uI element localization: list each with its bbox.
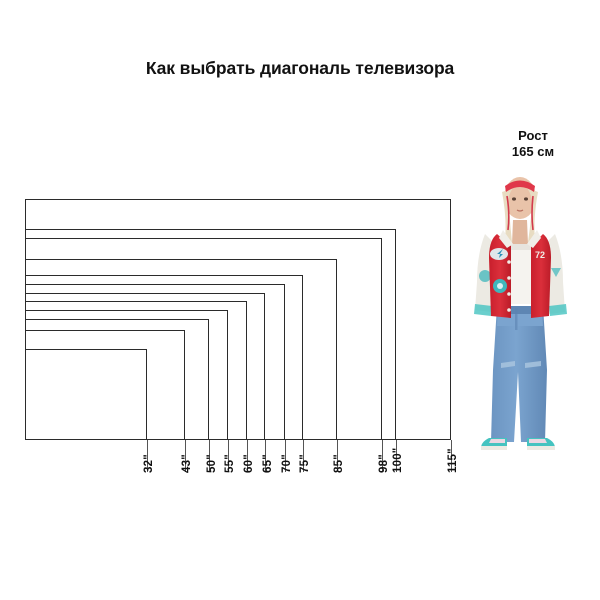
- size-label-115: 115": [447, 448, 459, 473]
- tick-line-43: [184, 440, 186, 472]
- size-label-65: 65": [261, 454, 274, 473]
- tick-line-100: [395, 440, 397, 472]
- tick-line-32: [146, 440, 148, 472]
- size-label-100: 100": [392, 447, 404, 473]
- person-illustration: 72: [455, 158, 585, 450]
- tick-line-75: [302, 440, 304, 472]
- size-label-43: 43": [181, 454, 193, 473]
- size-label-32: 32": [143, 454, 155, 473]
- tick-line-60: [246, 440, 248, 472]
- size-label-98: 98": [378, 454, 390, 473]
- tick-line-98: [381, 440, 383, 472]
- size-label-75: 75": [299, 454, 311, 473]
- person-head: [502, 177, 538, 244]
- tick-line-70: [284, 440, 286, 472]
- size-label-50: 50": [205, 454, 218, 473]
- size-label-70: 70": [281, 454, 293, 473]
- person-caption-line1: Рост: [518, 128, 548, 143]
- svg-text:72: 72: [535, 250, 545, 260]
- page-title: Как выбрать диагональ телевизора: [145, 58, 455, 78]
- size-label-85: 85": [333, 454, 345, 473]
- tv-rect-32: [25, 349, 147, 440]
- tick-line-50: [209, 440, 210, 472]
- size-label-55: 55": [224, 454, 236, 473]
- person-jeans: [491, 306, 547, 442]
- tick-line-115: [450, 440, 452, 472]
- tick-line-55: [227, 440, 229, 472]
- person-height-caption: Рост 165 см: [478, 128, 588, 160]
- person-shoes: [481, 438, 555, 450]
- tick-line-65: [265, 440, 266, 472]
- person-jacket: 72: [474, 230, 567, 318]
- person-caption-line2: 165 см: [511, 144, 555, 159]
- size-label-60: 60": [243, 454, 255, 473]
- tick-line-85: [336, 440, 338, 472]
